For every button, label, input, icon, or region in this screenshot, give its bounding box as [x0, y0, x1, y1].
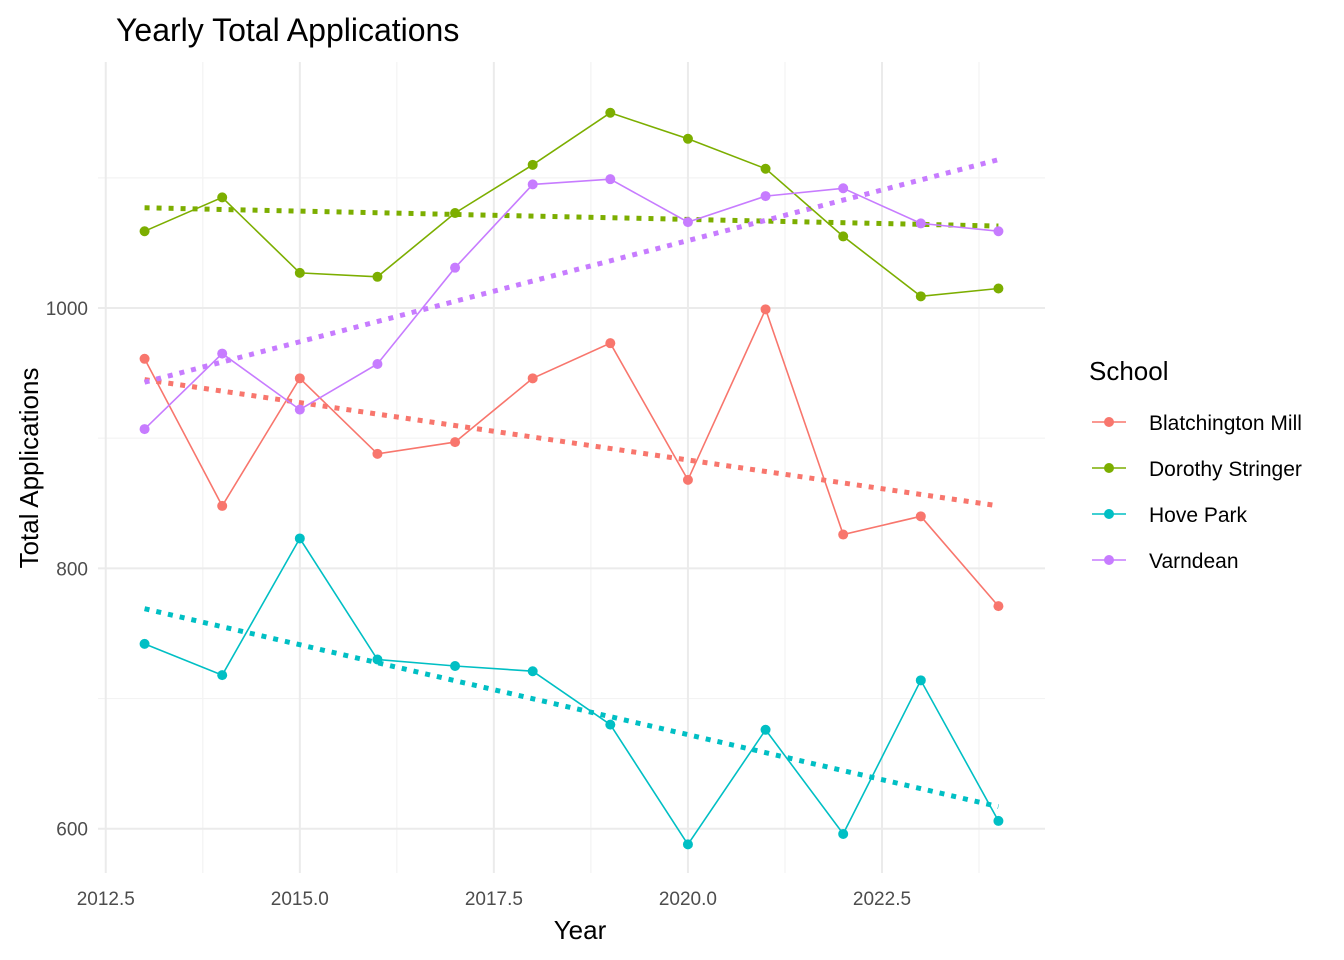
trend-line-blatchington-mill: [144, 377, 999, 509]
trend-line-dorothy-stringer: [144, 205, 999, 229]
data-point-dorothy-stringer: [139, 226, 150, 237]
data-points: [139, 107, 1004, 850]
data-point-blatchington-mill: [527, 373, 538, 384]
data-point-hove-park: [527, 666, 538, 677]
y-axis-ticks: 600 800 1000: [46, 299, 88, 841]
x-tick-label: 2015.0: [271, 889, 329, 910]
data-point-varndean: [605, 174, 616, 185]
data-point-varndean: [372, 359, 383, 370]
data-point-blatchington-mill: [682, 474, 693, 485]
data-point-varndean: [760, 191, 771, 202]
x-tick-label: 2017.5: [465, 889, 523, 910]
legend-label: Varndean: [1149, 550, 1239, 573]
data-point-dorothy-stringer: [450, 208, 461, 219]
y-tick-label: 1000: [46, 299, 88, 320]
data-point-blatchington-mill: [605, 338, 616, 349]
data-point-varndean: [993, 226, 1004, 237]
data-point-blatchington-mill: [993, 601, 1004, 612]
legend-item-varndean: Varndean: [1092, 550, 1239, 573]
data-point-dorothy-stringer: [760, 163, 771, 174]
data-point-dorothy-stringer: [372, 271, 383, 282]
data-point-varndean: [915, 218, 926, 229]
legend-title: School: [1089, 356, 1169, 386]
chart-title: Yearly Total Applications: [116, 12, 459, 48]
legend-key-point: [1104, 463, 1114, 473]
legend-item-dorothy-stringer: Dorothy Stringer: [1092, 458, 1302, 481]
data-point-dorothy-stringer: [217, 192, 228, 203]
data-point-blatchington-mill: [372, 448, 383, 459]
series-line-varndean: [144, 178, 999, 430]
legend-key-point: [1104, 417, 1114, 427]
data-point-blatchington-mill: [294, 373, 305, 384]
series-line-blatchington-mill: [143, 307, 1000, 607]
data-point-hove-park: [760, 724, 771, 735]
data-point-hove-park: [993, 815, 1004, 826]
data-point-blatchington-mill: [450, 437, 461, 448]
data-point-dorothy-stringer: [527, 159, 538, 170]
trend-line-varndean: [143, 157, 1000, 385]
data-point-dorothy-stringer: [838, 231, 849, 242]
x-axis-ticks: 2012.5 2015.0 2017.5 2020.0 2022.5: [77, 889, 911, 910]
legend-key-point: [1104, 555, 1114, 565]
data-point-hove-park: [139, 638, 150, 649]
data-point-hove-park: [217, 670, 228, 681]
y-axis-title: Total Applications: [14, 368, 44, 569]
data-point-hove-park: [838, 828, 849, 839]
y-tick-label: 600: [56, 820, 88, 841]
x-axis-title: Year: [554, 915, 607, 945]
data-point-hove-park: [294, 533, 305, 544]
data-point-dorothy-stringer: [993, 283, 1004, 294]
data-point-hove-park: [605, 719, 616, 730]
data-point-dorothy-stringer: [294, 267, 305, 278]
data-point-varndean: [450, 262, 461, 273]
x-tick-label: 2020.0: [659, 889, 717, 910]
data-point-blatchington-mill: [915, 511, 926, 522]
legend-label: Hove Park: [1149, 504, 1248, 527]
data-point-hove-park: [915, 675, 926, 686]
data-point-dorothy-stringer: [915, 291, 926, 302]
legend-label: Dorothy Stringer: [1149, 458, 1302, 481]
data-point-hove-park: [682, 839, 693, 850]
trend-lines: [143, 157, 1000, 810]
y-tick-label: 800: [56, 559, 88, 580]
data-point-blatchington-mill: [139, 353, 150, 364]
series-line-hove-park: [144, 536, 1000, 846]
x-tick-label: 2022.5: [853, 889, 911, 910]
data-point-dorothy-stringer: [682, 133, 693, 144]
legend-key-point: [1104, 509, 1114, 519]
legend-label: Blatchington Mill: [1149, 412, 1302, 435]
data-point-varndean: [838, 183, 849, 194]
legend-item-blatchington-mill: Blatchington Mill: [1092, 412, 1302, 435]
data-point-blatchington-mill: [217, 500, 228, 511]
series-lines: [143, 111, 1000, 846]
legend-item-hove-park: Hove Park: [1092, 504, 1248, 527]
data-point-dorothy-stringer: [605, 107, 616, 118]
series-line-dorothy-stringer: [144, 111, 999, 298]
data-point-varndean: [527, 179, 538, 190]
data-point-hove-park: [450, 661, 461, 672]
data-point-varndean: [139, 424, 150, 435]
data-point-varndean: [294, 404, 305, 415]
trend-line-hove-park: [144, 606, 999, 810]
x-tick-label: 2012.5: [77, 889, 135, 910]
data-point-hove-park: [372, 654, 383, 665]
data-point-varndean: [682, 217, 693, 228]
data-point-varndean: [217, 348, 228, 359]
legend: Blatchington Mill Dorothy Stringer Hove Pa…: [1092, 412, 1302, 573]
data-point-blatchington-mill: [838, 529, 849, 540]
data-point-blatchington-mill: [760, 304, 771, 315]
